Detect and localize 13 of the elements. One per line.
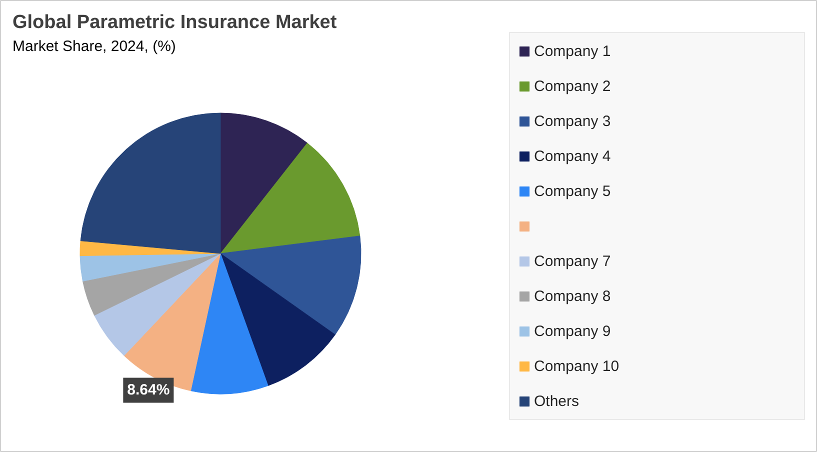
legend-label: Company 5 [534,182,612,201]
chart-title: Global Parametric Insurance Market [12,12,338,33]
legend-label: Company 1 [534,42,612,61]
legend-label: Company 7 [534,252,612,271]
legend-label: Company 2 [534,76,612,96]
legend-label: Company 3 [534,112,612,131]
legend-label: Company 8 [534,286,612,306]
legend-label: Company 4 [534,146,612,166]
chart-subtitle: Market Share, 2024, (%) [12,38,176,55]
legend-label: Company 9 [534,322,612,341]
data-label: 8.64% [127,382,170,399]
legend-label: Others [534,392,580,411]
legend-label: Company 10 [534,356,620,376]
